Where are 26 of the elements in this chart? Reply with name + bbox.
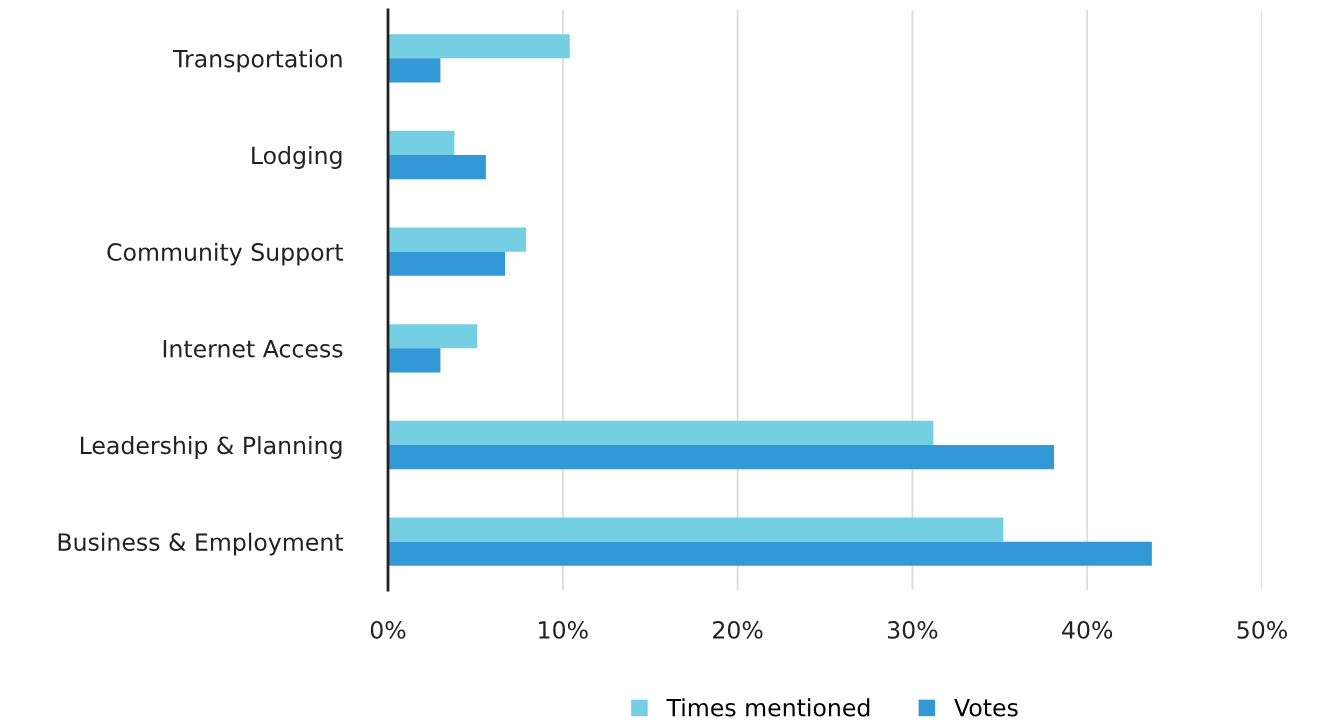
bar (388, 34, 570, 59)
legend-label: Times mentioned (666, 698, 870, 717)
x-tick-label: 40% (1062, 620, 1113, 639)
bar (388, 445, 1054, 470)
legend-label: Votes (954, 698, 1018, 717)
bar (388, 130, 455, 155)
y-tick-label: Community Support (107, 242, 343, 266)
bar (388, 348, 441, 373)
x-tick-label: 20% (713, 620, 763, 639)
x-tick-label: 50% (1237, 620, 1287, 639)
bar (388, 420, 934, 445)
x-tick-label: 30% (887, 620, 938, 639)
y-tick-label: Lodging (252, 146, 342, 169)
bar (388, 324, 478, 349)
y-tick-label: Leadership & Planning (80, 436, 342, 459)
y-tick-label: Transportation (173, 49, 342, 73)
y-tick-label: Business & Employment (58, 532, 343, 556)
x-tick-label: 0% (370, 620, 406, 639)
bar (388, 58, 441, 83)
bar (388, 541, 1152, 566)
bar (388, 227, 527, 252)
bar (388, 155, 486, 180)
y-tick-label: Internet Access (163, 340, 343, 358)
bar (388, 251, 506, 276)
x-tick-label: 10% (539, 620, 588, 639)
bar (388, 517, 1004, 542)
